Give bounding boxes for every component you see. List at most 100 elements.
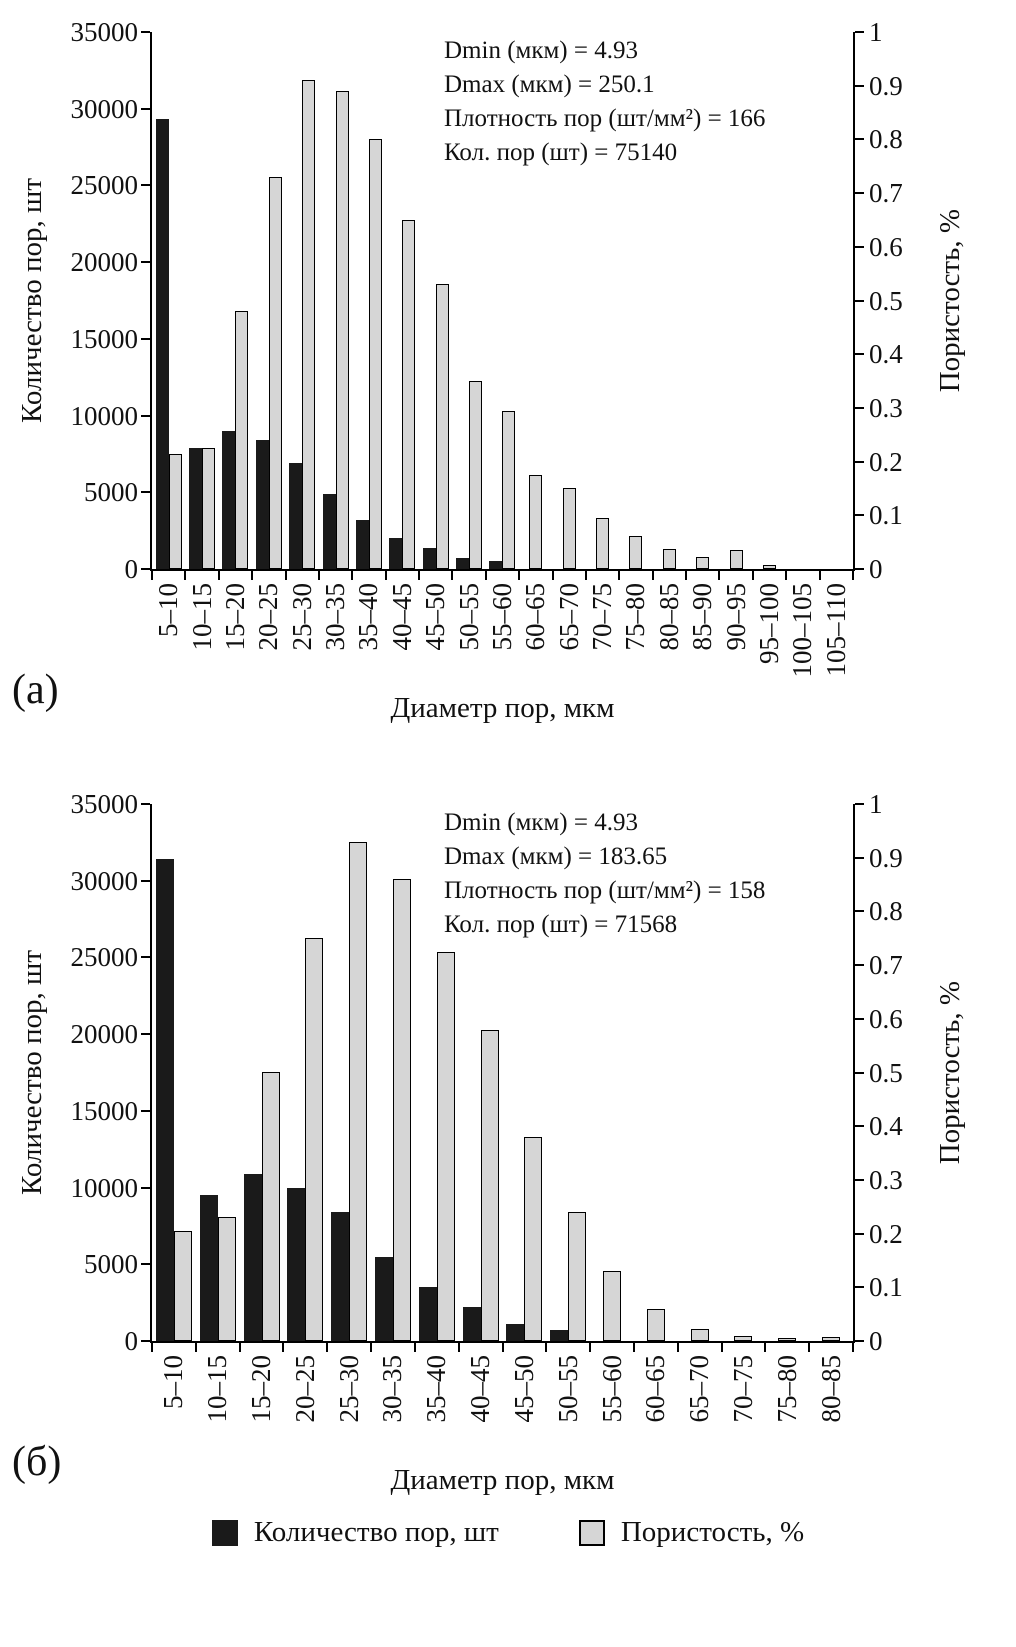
x-tick-label: 95–100 [753,583,786,695]
count-bar [374,1257,393,1341]
y-axis-tick-right [855,1232,864,1235]
annotation-line: Кол. пор (шт) = 71568 [444,911,678,938]
x-axis-title: Диаметр пор, мкм [390,692,615,724]
x-tick-label: 80–85 [809,1355,853,1467]
y-axis-tick-right [855,568,864,570]
bar-group [653,32,686,569]
x-tick-label-text: 40–45 [465,1355,496,1423]
y-tick-label-right: 0.3 [869,1164,903,1195]
y-axis-tick-right [855,299,864,302]
porosity-bar [734,1336,753,1341]
count-bar [189,448,203,569]
bar-group [386,32,419,569]
annotation-line: Dmax (мкм) = 183.65 [444,843,668,870]
porosity-bar [662,549,676,569]
x-tick-label-text: 95–100 [753,583,784,664]
x-tick-label-text: 70–75 [727,1355,758,1423]
x-axis-tick [651,571,654,580]
count-bar [243,1174,262,1341]
y-axis-tick-left [141,1033,150,1036]
annotation-line: Плотность пор (шт/мм²) = 166 [444,105,766,132]
x-tick-label: 65–70 [553,583,586,695]
y-tick-label-left: 0 [124,1326,139,1356]
panel-label-a: (а) [12,667,59,713]
x-axis-tick [720,1343,723,1352]
x-tick-label-text: 100–105 [787,583,818,678]
bar-group [686,32,719,569]
plot-area: Dmin (мкм) = 4.93 Dmax (мкм) = 183.65 Плот… [141,803,864,1352]
x-axis-tick [808,1343,811,1352]
x-tick-label: 15–20 [219,583,252,695]
bar-group [452,32,485,569]
x-tick-label: 35–40 [352,583,385,695]
bar-group [286,32,319,569]
y-axis-tick-left [141,1263,150,1266]
y-axis-tick-left [141,803,150,805]
legend-swatch [578,1519,605,1546]
y-axis-tick-left [141,1109,150,1112]
y-tick-label-left: 15000 [70,323,139,354]
x-axis-tick [217,571,220,580]
y-tick-label-right: 0.1 [869,1272,903,1303]
bar-group [753,32,786,569]
y-tick-label-right: 0.8 [869,124,903,155]
porosity-bar [603,1271,622,1341]
porosity-bar [480,1030,499,1341]
bar-group [586,32,619,569]
x-axis-tick [451,571,454,580]
porosity-bar [696,557,710,569]
y-tick-label-left: 5000 [84,1249,138,1280]
count-bar [199,1195,218,1341]
x-tick-label-text: 75–80 [771,1355,802,1423]
y-axis-tick-right [855,1178,864,1181]
count-bar [255,440,269,569]
x-axis-tick [151,571,153,580]
x-axis-tick [751,571,754,580]
x-tick-label: 50–55 [452,583,485,695]
porosity-bar [435,284,449,569]
y-axis-tick-left [141,414,150,417]
count-bar [489,561,503,569]
annotation-line: Dmin (мкм) = 4.93 [444,37,638,64]
count-bar [155,119,169,569]
x-axis-tick [618,571,621,580]
bar-group [719,32,752,569]
y-axis-tick-right [855,406,864,409]
x-tick-labels: 5–10 10–15 15–20 20–25 25–30 30–35 35–40 40–45 4… [152,1355,853,1467]
x-axis-tick [284,571,287,580]
annotation-line: Dmin (мкм) = 4.93 [444,809,638,836]
bar-group [546,804,590,1341]
x-axis-tick [194,1343,197,1352]
x-tick-label-text: 5–10 [158,1355,189,1409]
porosity-bar [302,80,316,569]
y-tick-label-right: 0 [869,554,883,584]
x-tick-label-text: 45–50 [420,583,451,651]
x-axis-tick [413,1343,416,1352]
y-axis-tick-left [141,31,150,33]
y-axis-title-left-text: Количество пор, шт [15,178,48,423]
bar-group [283,804,327,1341]
x-tick-label-text: 55–60 [486,583,517,651]
bar-group [196,804,240,1341]
x-axis-title: Диаметр пор, мкм [390,1464,615,1496]
bar-group [722,804,766,1341]
y-axis-tick-right [855,353,864,356]
x-tick-label-text: 20–25 [253,583,284,651]
bar-group [786,32,819,569]
count-bar [331,1212,350,1341]
porosity-bar [629,536,643,569]
bar-group [152,804,196,1341]
y-axis-tick-left [141,879,150,882]
porosity-bar [690,1329,709,1341]
x-tick-label: 90–95 [719,583,752,695]
count-bar [355,520,369,569]
y-axis-tick-left [141,1340,150,1342]
bar-group [619,32,652,569]
x-tick-label-text: 40–45 [386,583,417,651]
x-axis-tick [718,571,721,580]
x-tick-label-text: 30–35 [377,1355,408,1423]
x-tick-label: 25–30 [286,583,319,695]
y-axis-tick-left [141,956,150,959]
x-tick-label: 50–55 [546,1355,590,1467]
x-tick-label-text: 105–110 [820,583,851,677]
